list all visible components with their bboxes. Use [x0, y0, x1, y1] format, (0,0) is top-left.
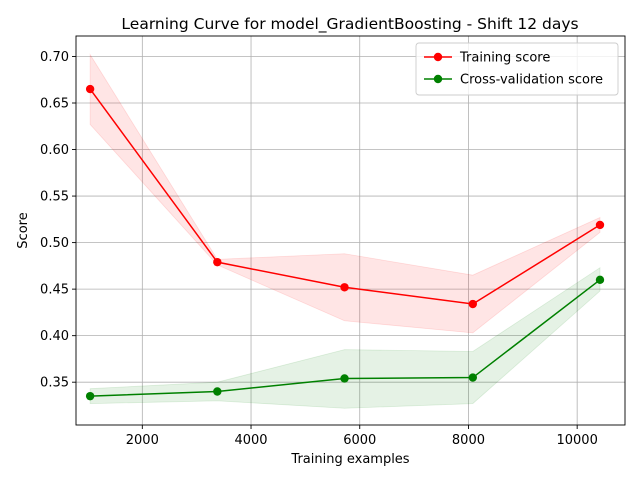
legend-label: Cross-validation score	[460, 73, 603, 88]
y-tick-label: 0.45	[40, 283, 69, 298]
series-1-point	[85, 391, 95, 401]
x-tick-label: 2000	[126, 433, 159, 448]
plot-frame	[75, 35, 626, 426]
x-tick-label: 4000	[234, 433, 267, 448]
confidence-bands	[89, 53, 601, 409]
series-1-band	[89, 266, 601, 409]
series-0-point	[213, 257, 222, 267]
x-tick-label: 10000	[556, 433, 597, 448]
x-axis-label: Training examples	[290, 452, 409, 467]
legend-marker	[433, 74, 443, 84]
series-0-point	[468, 299, 478, 309]
y-axis-label: Score	[16, 212, 31, 248]
y-tick-label: 0.60	[40, 143, 69, 158]
chart-title: Learning Curve for model_GradientBoostin…	[121, 15, 578, 34]
series-1-point	[340, 374, 349, 383]
y-tick-label: 0.50	[40, 236, 69, 251]
series-1-point	[595, 275, 605, 285]
axis-ticks: 2000 4000 6000 8000 10000 0.35 0.40 0.45 0.50 0.5…	[40, 50, 598, 448]
legend-box	[415, 42, 619, 96]
series-0-point	[595, 220, 605, 230]
series-1-point	[213, 387, 222, 396]
legend-label: Training score	[459, 51, 550, 66]
x-tick-label: 6000	[343, 433, 376, 448]
legend-marker	[433, 52, 443, 62]
x-tick-label: 8000	[452, 433, 485, 448]
y-tick-label: 0.55	[40, 190, 69, 205]
y-tick-label: 0.40	[40, 329, 69, 344]
series-0-point	[85, 84, 95, 94]
series-0-point	[340, 283, 349, 292]
y-tick-label: 0.70	[40, 50, 69, 65]
series-points	[85, 84, 605, 401]
y-tick-label: 0.35	[40, 376, 69, 391]
y-tick-label: 0.65	[40, 97, 69, 112]
legend: Training score Cross-validation score	[415, 42, 619, 96]
series-1-point	[468, 373, 478, 382]
